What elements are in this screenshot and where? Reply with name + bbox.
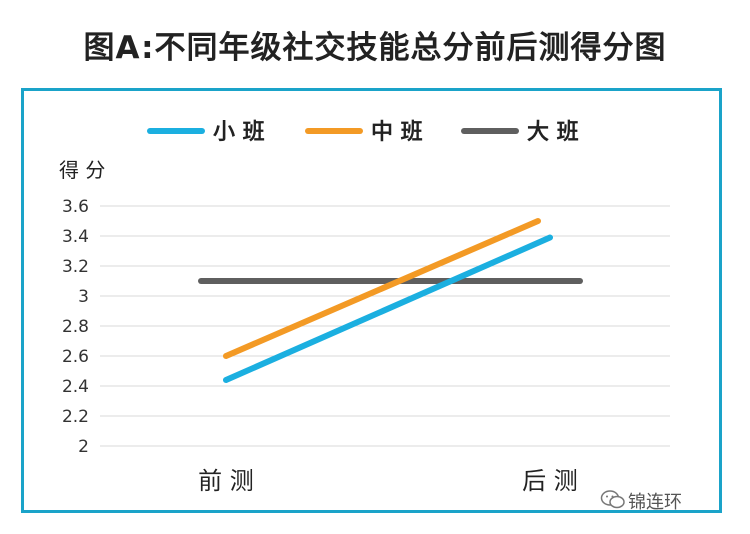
y-tick-labels: 2 2.2 2.4 2.6 2.8 3 3.2 3.4 3.6 xyxy=(62,197,89,457)
y-axis-label: 得 分 xyxy=(59,158,105,182)
y-tick-label: 2.4 xyxy=(62,377,89,397)
legend-label: 大 班 xyxy=(527,120,579,145)
y-tick-label: 2.2 xyxy=(62,407,89,427)
x-tick-label: 后 测 xyxy=(522,467,578,495)
grid-lines xyxy=(100,205,670,447)
y-tick-label: 2 xyxy=(78,437,89,457)
wechat-icon xyxy=(600,490,625,509)
y-tick-label: 2.6 xyxy=(62,347,89,367)
chart-frame xyxy=(21,88,722,513)
legend: 小 班中 班大 班 xyxy=(147,120,579,145)
y-tick-label: 3.4 xyxy=(62,227,89,247)
series-line xyxy=(223,218,541,359)
x-tick-labels: 前 测后 测 xyxy=(198,467,578,495)
y-tick-label: 3.2 xyxy=(62,257,89,277)
y-tick-label: 2.8 xyxy=(62,317,89,337)
legend-label: 小 班 xyxy=(213,120,265,145)
series-lines xyxy=(198,218,583,383)
legend-label: 中 班 xyxy=(371,120,423,145)
series-line xyxy=(223,234,553,383)
y-tick-label: 3.6 xyxy=(62,197,89,217)
watermark-text: 锦连环 xyxy=(628,492,682,513)
y-tick-label: 3 xyxy=(78,287,89,307)
x-tick-label: 前 测 xyxy=(198,467,254,495)
chart-title: 图A:不同年级社交技能总分前后测得分图 xyxy=(83,30,667,66)
